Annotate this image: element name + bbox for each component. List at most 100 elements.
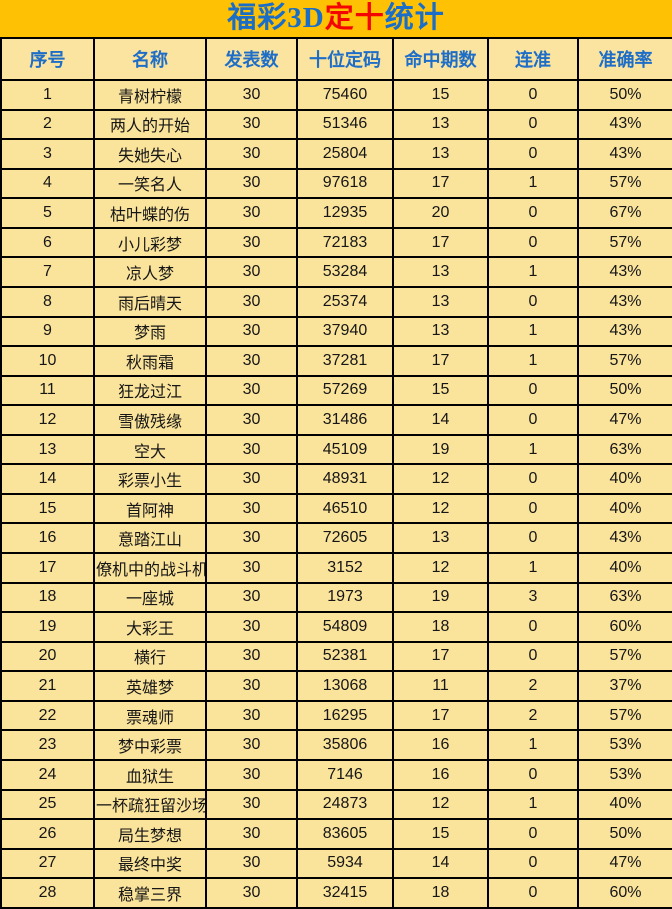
cell-hits: 13: [392, 522, 489, 554]
title-band: 福彩3D定十统计: [0, 0, 672, 37]
cell-accuracy: 50%: [577, 818, 672, 850]
table-row: 23 梦中彩票 30 35806 16 1 53%: [0, 729, 672, 761]
cell-name: 僚机中的战斗机: [93, 552, 207, 584]
cell-accuracy: 43%: [577, 285, 672, 318]
cell-code: 72183: [296, 226, 394, 259]
table-row: 17 僚机中的战斗机 30 3152 12 1 40%: [0, 552, 672, 584]
cell-code: 83605: [296, 818, 394, 850]
table-row: 24 血狱生 30 7146 16 0 53%: [0, 758, 672, 791]
cell-streak: 0: [487, 108, 579, 141]
cell-hits: 15: [392, 374, 489, 407]
table-row: 14 彩票小生 30 48931 12 0 40%: [0, 463, 672, 495]
table-header: 序号 名称 发表数 十位定码 命中期数 连准 准确率: [0, 37, 672, 81]
cell-accuracy: 57%: [577, 345, 672, 377]
cell-streak: 1: [487, 167, 579, 200]
table-row: 9 梦雨 30 37940 13 1 43%: [0, 315, 672, 348]
cell-published: 30: [205, 670, 298, 702]
cell-hits: 12: [392, 788, 489, 821]
cell-published: 30: [205, 345, 298, 377]
cell-code: 37940: [296, 315, 394, 348]
table-row: 18 一座城 30 1973 19 3 63%: [0, 581, 672, 614]
cell-name: 空大: [93, 433, 207, 466]
cell-code: 54809: [296, 611, 394, 643]
cell-hits: 16: [392, 729, 489, 761]
table-row: 3 失她失心 30 25804 13 0 43%: [0, 138, 672, 170]
cell-no: 25: [0, 788, 95, 821]
cell-hits: 12: [392, 492, 489, 525]
cell-code: 51346: [296, 108, 394, 141]
table-row: 7 凉人梦 30 53284 13 1 43%: [0, 256, 672, 288]
cell-published: 30: [205, 818, 298, 850]
column-header-code: 十位定码: [296, 37, 394, 81]
cell-accuracy: 63%: [577, 433, 672, 466]
table-row: 4 一笑名人 30 97618 17 1 57%: [0, 167, 672, 200]
column-header-accuracy: 准确率: [577, 37, 672, 81]
cell-published: 30: [205, 374, 298, 407]
table-row: 26 局生梦想 30 83605 15 0 50%: [0, 818, 672, 850]
cell-code: 35806: [296, 729, 394, 761]
cell-name: 雪傲残缘: [93, 404, 207, 436]
cell-name: 首阿神: [93, 492, 207, 525]
cell-name: 最终中奖: [93, 847, 207, 880]
cell-streak: 0: [487, 197, 579, 229]
cell-no: 12: [0, 404, 95, 436]
cell-accuracy: 53%: [577, 729, 672, 761]
table-body: 1 青树柠檬 30 75460 15 0 50% 2 两人的开始 30 51346 13 0 43% 3 失她…: [0, 79, 672, 909]
table-row: 19 大彩王 30 54809 18 0 60%: [0, 611, 672, 643]
cell-hits: 16: [392, 758, 489, 791]
cell-published: 30: [205, 463, 298, 495]
cell-published: 30: [205, 79, 298, 111]
cell-code: 25804: [296, 138, 394, 170]
cell-name: 横行: [93, 640, 207, 673]
table-row: 22 票魂师 30 16295 17 2 57%: [0, 699, 672, 732]
cell-no: 13: [0, 433, 95, 466]
cell-hits: 19: [392, 581, 489, 614]
table-row: 21 英雄梦 30 13068 11 2 37%: [0, 670, 672, 702]
cell-streak: 0: [487, 818, 579, 850]
cell-no: 20: [0, 640, 95, 673]
cell-hits: 17: [392, 226, 489, 259]
table-row: 27 最终中奖 30 5934 14 0 47%: [0, 847, 672, 880]
table-row: 5 枯叶蝶的伤 30 12935 20 0 67%: [0, 197, 672, 229]
cell-code: 52381: [296, 640, 394, 673]
cell-published: 30: [205, 640, 298, 673]
cell-name: 血狱生: [93, 758, 207, 791]
cell-code: 97618: [296, 167, 394, 200]
cell-code: 1973: [296, 581, 394, 614]
cell-no: 15: [0, 492, 95, 525]
cell-published: 30: [205, 226, 298, 259]
table-row: 12 雪傲残缘 30 31486 14 0 47%: [0, 404, 672, 436]
cell-no: 17: [0, 552, 95, 584]
cell-code: 25374: [296, 285, 394, 318]
cell-streak: 0: [487, 877, 579, 909]
cell-name: 大彩王: [93, 611, 207, 643]
cell-published: 30: [205, 167, 298, 200]
cell-hits: 17: [392, 345, 489, 377]
cell-name: 两人的开始: [93, 108, 207, 141]
cell-code: 7146: [296, 758, 394, 791]
cell-accuracy: 40%: [577, 463, 672, 495]
cell-code: 31486: [296, 404, 394, 436]
cell-name: 秋雨霜: [93, 345, 207, 377]
cell-code: 72605: [296, 522, 394, 554]
cell-accuracy: 57%: [577, 699, 672, 732]
cell-hits: 13: [392, 138, 489, 170]
cell-name: 局生梦想: [93, 818, 207, 850]
cell-no: 16: [0, 522, 95, 554]
cell-hits: 19: [392, 433, 489, 466]
table-row: 16 意踏江山 30 72605 13 0 43%: [0, 522, 672, 554]
cell-published: 30: [205, 729, 298, 761]
cell-code: 32415: [296, 877, 394, 909]
cell-hits: 11: [392, 670, 489, 702]
cell-accuracy: 43%: [577, 256, 672, 288]
table-row: 20 横行 30 52381 17 0 57%: [0, 640, 672, 673]
cell-published: 30: [205, 758, 298, 791]
cell-code: 24873: [296, 788, 394, 821]
cell-streak: 2: [487, 699, 579, 732]
cell-code: 45109: [296, 433, 394, 466]
table-row: 25 一杯疏狂留沙场 30 24873 12 1 40%: [0, 788, 672, 821]
cell-published: 30: [205, 611, 298, 643]
cell-accuracy: 63%: [577, 581, 672, 614]
cell-hits: 12: [392, 552, 489, 584]
cell-accuracy: 53%: [577, 758, 672, 791]
